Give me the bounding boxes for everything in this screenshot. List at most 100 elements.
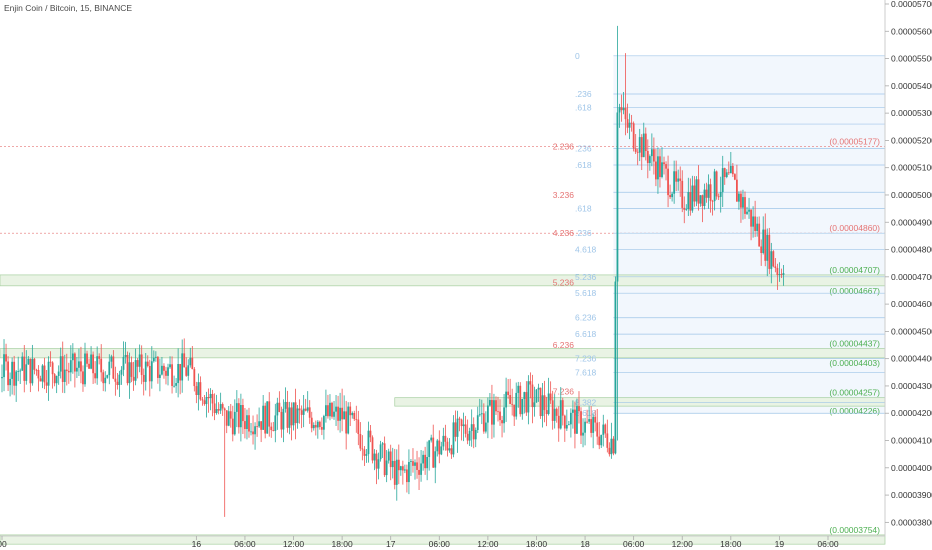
candle-body [414,462,416,466]
candle-body [349,406,352,416]
price-axis-label: 0.00004300 [891,381,932,391]
candle-body [408,462,410,483]
candle-body [760,246,763,253]
candle-body [262,405,265,430]
candle-body [533,402,536,408]
candle-body [381,443,384,445]
candle-body [612,438,615,454]
candle-body [167,367,169,376]
candle-body [493,400,495,425]
candle-body [750,209,752,227]
candle-body [329,402,331,417]
price-axis-label: 0.00005200 [891,135,932,145]
candle-body [391,460,394,468]
candle-body [254,426,256,435]
candle-body [165,370,167,376]
candle-body [525,392,528,413]
candle-body [244,421,246,430]
candle-body [541,395,544,417]
candle-body [592,416,595,433]
candle-body [393,460,396,485]
price-axis-label: 0.00004100 [891,436,932,446]
candle-body [55,375,58,384]
candle-body [594,416,597,423]
price-axis-label: 0.00004200 [891,408,932,418]
candle-body [482,413,485,432]
candle-body [86,353,88,364]
candle-body [513,404,516,417]
candle-body [76,367,78,372]
candle-body [215,409,218,414]
fib-level-label: 5.236 [575,272,597,282]
candle-body [602,424,605,435]
candle-body [642,133,645,158]
candle-body [298,408,301,411]
candle-body [252,431,254,435]
candle-body [27,358,30,365]
candle-body [266,401,269,434]
candle-body [444,435,447,442]
candle-body [590,419,593,433]
price-axis-label: 0.00005100 [891,163,932,173]
candle-body [420,463,422,475]
candle-body [638,137,641,153]
candle-body [322,416,325,430]
candle-body [136,360,139,367]
price-axis-label: 0.00004500 [891,326,932,336]
candle-body [578,406,580,412]
candle-body [53,374,56,384]
fib-level-label: 8.382 [575,397,597,407]
candle-body [470,424,473,431]
fib-level-label: .236 [575,144,592,154]
price-axis-label: 0.00004700 [891,272,932,282]
candle-body [598,436,601,446]
candle-body [752,216,754,227]
red-level-label: 5.236 [553,277,575,287]
candle-body [116,381,119,386]
candle-body [35,369,38,371]
candle-body [57,371,60,376]
candle-body [159,374,161,378]
candle-body [242,405,244,422]
candle-body [209,393,212,399]
candle-body [537,387,540,390]
candle-body [339,407,341,421]
candle-body [693,185,696,202]
price-axis-label: 0.00005500 [891,54,932,64]
price-axis-label: 0.00005000 [891,190,932,200]
candle-body [264,405,267,434]
candle-body [272,430,275,431]
price-axis-label: 0.00004900 [891,217,932,227]
candle-body [746,211,748,214]
candle-body [173,385,175,387]
time-axis-label: 06:00 [623,539,645,549]
candle-body [92,354,95,374]
time-axis-label: 19 [775,539,785,549]
candle-body [774,266,777,268]
time-axis-label: 12:00 [283,539,305,549]
time-axis-label: 17 [386,539,396,549]
candle-body [412,461,414,466]
candle-body [499,411,501,421]
candle-body [454,422,457,437]
candle-body [203,400,206,405]
candle-body [67,370,70,373]
candle-body [681,180,684,208]
candle-body [569,412,572,425]
candle-body [501,420,503,424]
candle-body [335,406,337,412]
candle-body [201,399,204,401]
candle-body [430,437,433,441]
candle-body [211,393,214,404]
candle-body [108,361,111,376]
candle-body [65,369,68,371]
candle-body [772,251,775,267]
candle-body [282,408,285,430]
candle-body [657,156,659,180]
fib-level-label: .236 [575,228,592,238]
candle-body [782,273,785,275]
candle-body [333,411,335,417]
time-axis-label: 18 [580,539,590,549]
candle-body [758,223,761,247]
